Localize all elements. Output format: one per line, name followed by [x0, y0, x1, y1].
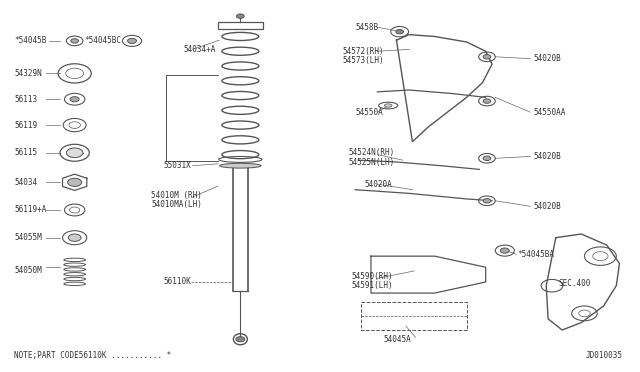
Circle shape	[71, 39, 79, 43]
Text: 54525N(LH): 54525N(LH)	[349, 157, 395, 167]
Circle shape	[483, 156, 491, 161]
Text: 54329N: 54329N	[14, 69, 42, 78]
Text: *54045BA: *54045BA	[518, 250, 554, 259]
Circle shape	[127, 38, 136, 44]
Text: 54010MA(LH): 54010MA(LH)	[151, 200, 202, 209]
Text: JD010035: JD010035	[586, 351, 623, 360]
Text: 54572(RH): 54572(RH)	[342, 47, 384, 56]
Text: 56115: 56115	[14, 148, 37, 157]
Text: 54573(LH): 54573(LH)	[342, 56, 384, 65]
Text: SEC.400: SEC.400	[559, 279, 591, 288]
Text: NOTE;PART CODE56110K ........... *: NOTE;PART CODE56110K ........... *	[14, 351, 172, 360]
Text: 55031X: 55031X	[164, 161, 191, 170]
Circle shape	[500, 248, 509, 253]
Circle shape	[67, 148, 83, 158]
Text: 56119+A: 56119+A	[14, 205, 47, 215]
Bar	[218, 22, 262, 29]
Ellipse shape	[385, 104, 392, 107]
Text: 54050M: 54050M	[14, 266, 42, 275]
Text: 54590(RH): 54590(RH)	[352, 272, 394, 281]
Text: 54020B: 54020B	[534, 54, 561, 63]
Text: 54550A: 54550A	[355, 108, 383, 117]
Ellipse shape	[220, 163, 261, 168]
Text: 5458B: 5458B	[355, 23, 378, 32]
Circle shape	[68, 234, 81, 241]
Text: 54010M (RH): 54010M (RH)	[151, 191, 202, 200]
Text: 54055M: 54055M	[14, 233, 42, 242]
Circle shape	[68, 178, 82, 186]
Text: 54034+A: 54034+A	[183, 45, 216, 54]
Text: 56110K: 56110K	[164, 278, 191, 286]
Text: 54020A: 54020A	[365, 180, 392, 189]
Circle shape	[236, 337, 245, 342]
Text: 54550AA: 54550AA	[534, 108, 566, 117]
Circle shape	[237, 14, 244, 18]
Text: *54045BC: *54045BC	[84, 36, 121, 45]
Circle shape	[483, 99, 491, 103]
Circle shape	[483, 199, 491, 203]
Circle shape	[483, 55, 491, 59]
Text: 56113: 56113	[14, 95, 37, 104]
Text: 54020B: 54020B	[534, 202, 561, 211]
Text: 54020B: 54020B	[534, 152, 561, 161]
Text: 54045A: 54045A	[384, 335, 412, 344]
Circle shape	[396, 29, 403, 34]
Text: 54034: 54034	[14, 178, 37, 187]
Text: 56119: 56119	[14, 121, 37, 129]
Text: *54045B: *54045B	[14, 36, 47, 45]
Text: 54524N(RH): 54524N(RH)	[349, 148, 395, 157]
Circle shape	[70, 97, 79, 102]
Text: 54591(LH): 54591(LH)	[352, 281, 394, 290]
